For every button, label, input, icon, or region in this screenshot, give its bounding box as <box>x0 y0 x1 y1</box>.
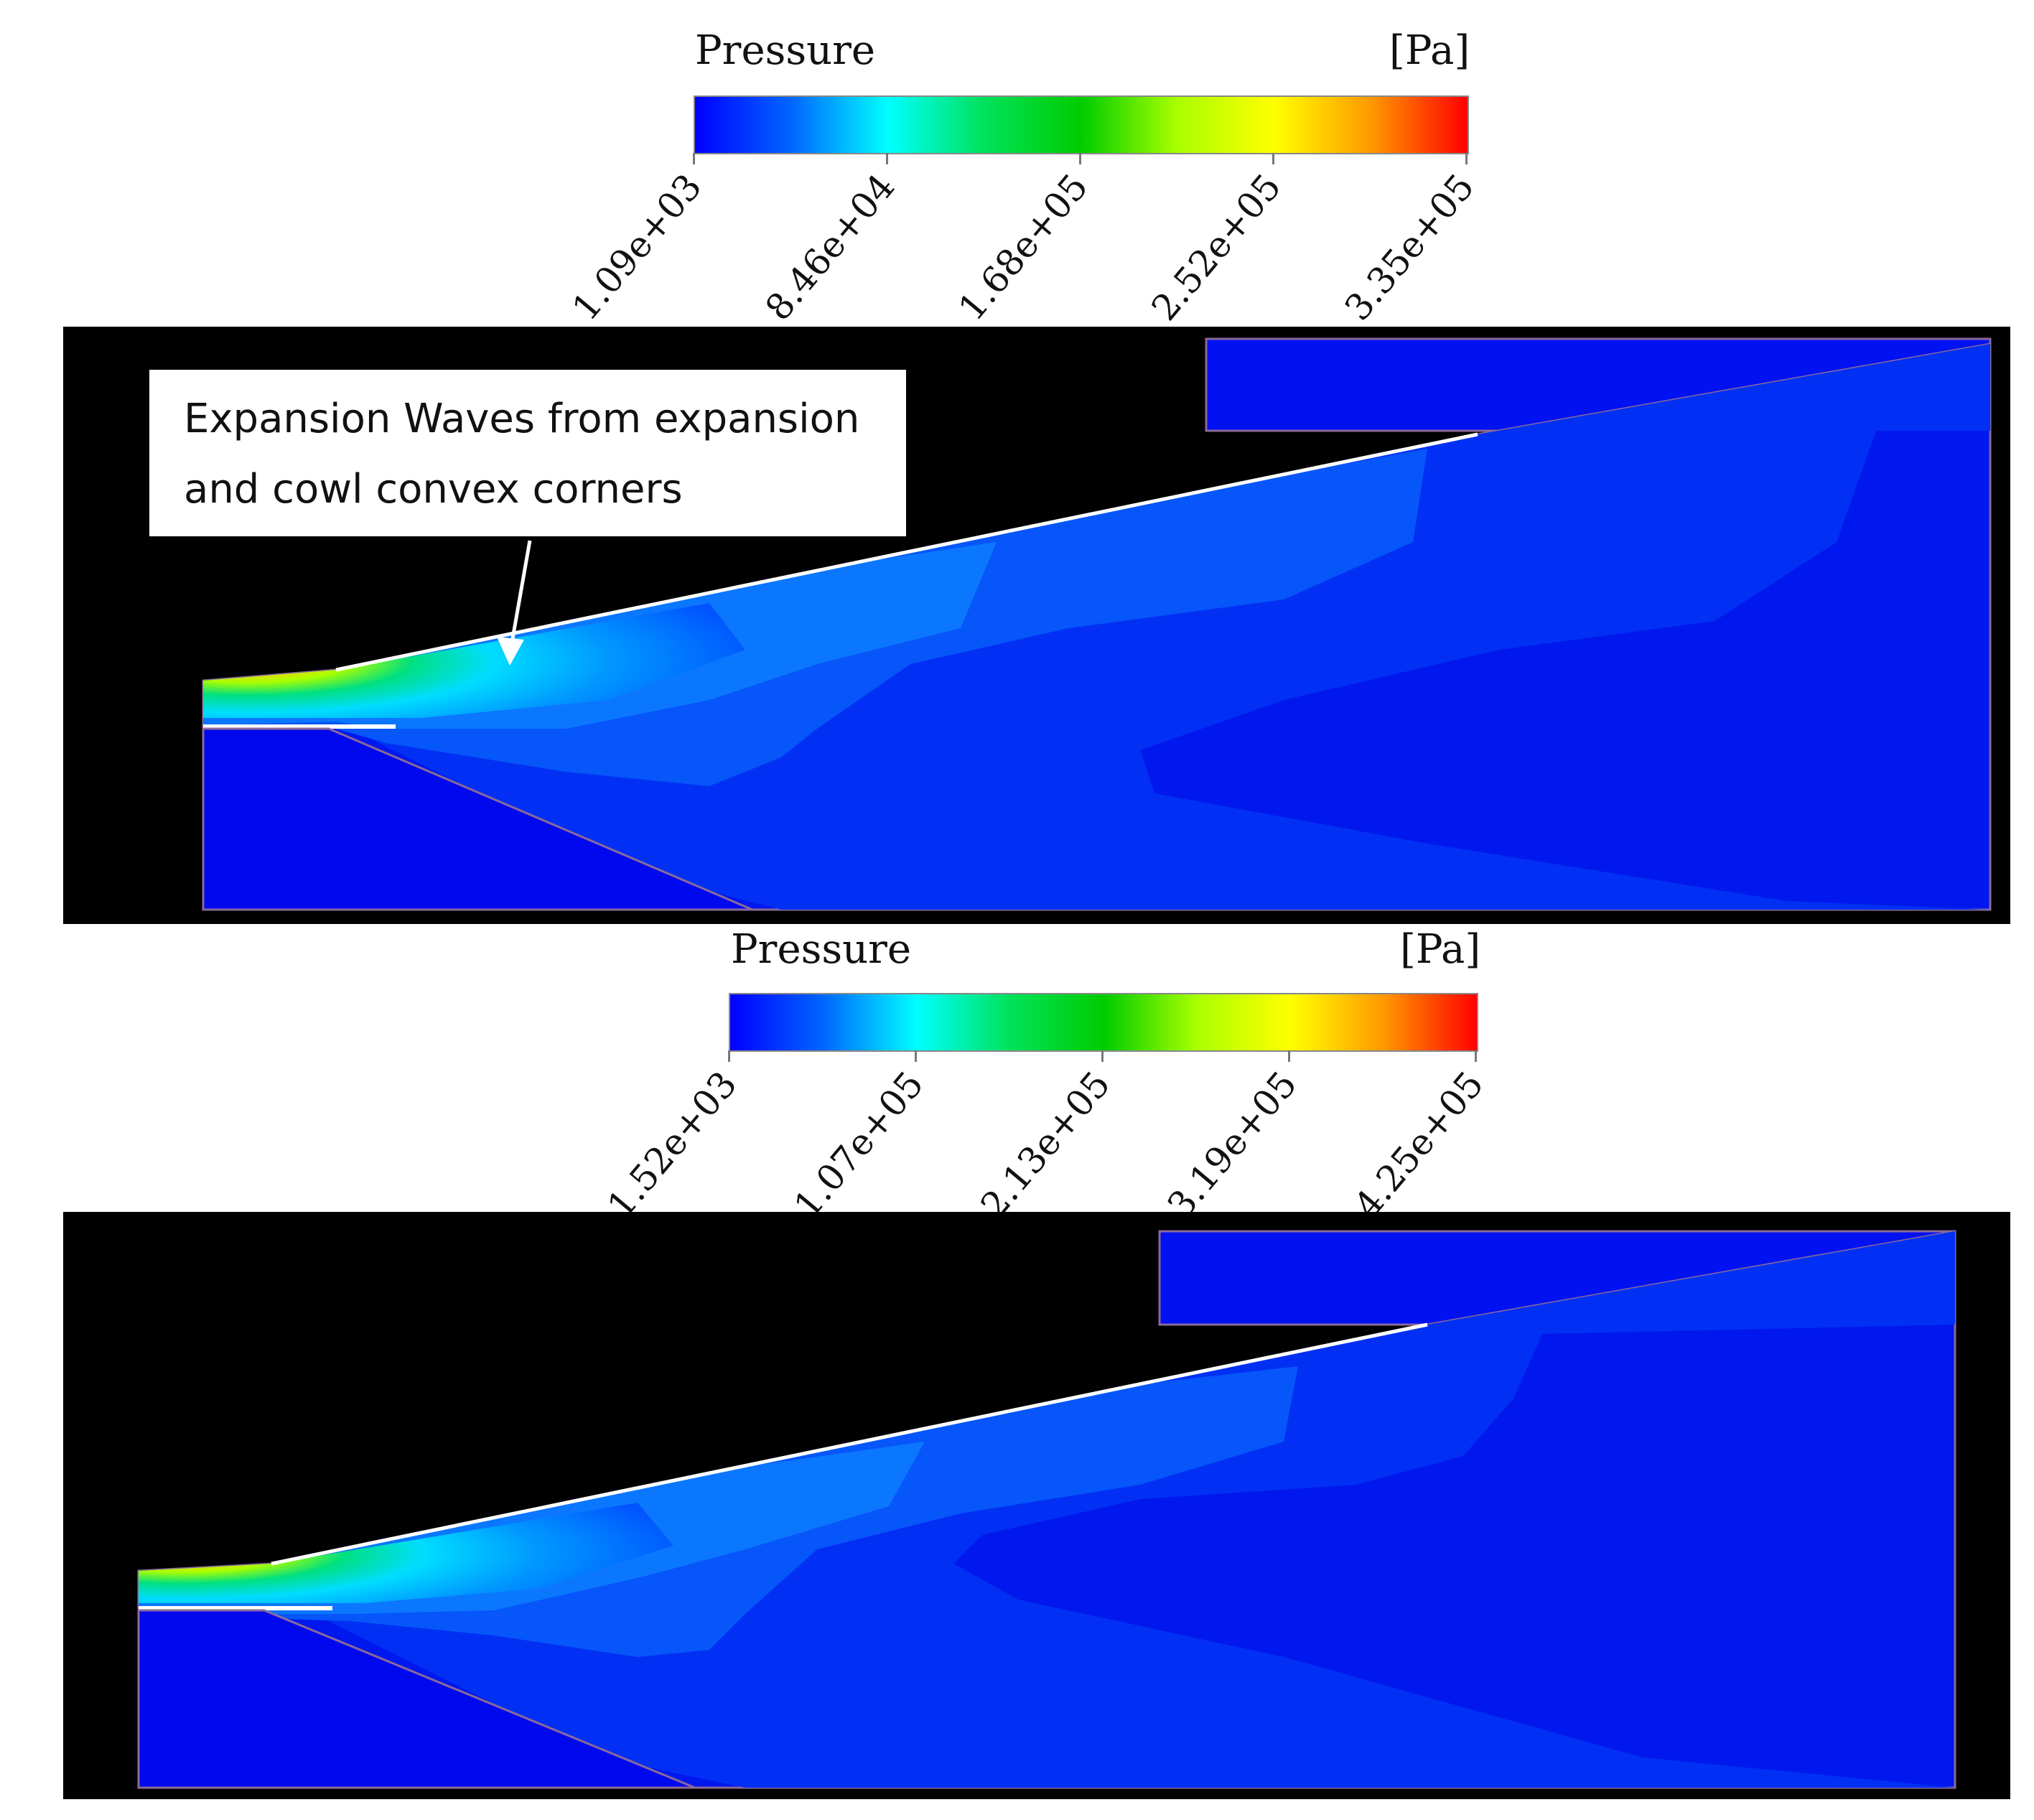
arrow-head-1 <box>497 637 524 666</box>
legend-1-tick <box>693 153 695 164</box>
nozzle-wall-2 <box>139 1606 332 1610</box>
legend-1-tick-label: 3.35e+05 <box>1336 166 1483 329</box>
lower-block-1 <box>202 727 753 911</box>
lower-block-2 <box>137 1609 696 1789</box>
legend-2-tick-label: 1.07e+05 <box>785 1063 932 1226</box>
annotation-arrow-1 <box>510 540 532 643</box>
ramp-wall-2 <box>271 1322 1428 1566</box>
legend-2-tick-label: 3.19e+05 <box>1159 1063 1305 1226</box>
legend-2-title: Pressure <box>731 926 912 973</box>
legend-2-tick <box>1288 1050 1290 1062</box>
legend-2-tick <box>728 1050 730 1062</box>
legend-1-tick <box>886 153 888 164</box>
legend-1-tick <box>1272 153 1274 164</box>
legend-1-tick-label: 2.52e+05 <box>1143 166 1289 329</box>
annotation-line-2: and cowl convex corners <box>184 466 683 513</box>
contour-panel-1: Expansion Waves from expansion and cowl … <box>63 327 2010 924</box>
legend-1-unit: [Pa] <box>1389 27 1470 74</box>
plume-core-1 <box>203 603 745 718</box>
contour-panel-2 <box>63 1212 2010 1799</box>
legend-2-tick-label: 2.13e+05 <box>972 1063 1119 1226</box>
legend-1-tick <box>1465 153 1468 164</box>
legend-2-tick-label: 1.52e+03 <box>599 1063 745 1226</box>
legend-2-tick <box>1475 1050 1477 1062</box>
annotation-callout-1: Expansion Waves from expansion and cowl … <box>149 370 906 536</box>
nozzle-wall-1 <box>203 724 396 729</box>
legend-1-tick-label: 8.46e+04 <box>757 166 903 329</box>
legend-1-tick-label: 1.09e+03 <box>564 166 710 329</box>
legend-2-tick <box>1101 1050 1104 1062</box>
legend-2-colorbar <box>729 993 1478 1052</box>
legend-1-tick-label: 1.68e+05 <box>950 166 1096 329</box>
legend-2-tick <box>915 1050 917 1062</box>
legend-2-tick-label: 4.25e+05 <box>1345 1063 1492 1226</box>
pressure-contour-1 <box>202 337 1992 911</box>
annotation-line-1: Expansion Waves from expansion <box>184 396 860 442</box>
pressure-contour-2 <box>137 1230 1956 1789</box>
legend-1-title: Pressure <box>695 27 876 74</box>
legend-1-tick <box>1079 153 1081 164</box>
legend-2-unit: [Pa] <box>1400 926 1481 973</box>
ramp-wall-1 <box>335 432 1478 672</box>
legend-1-colorbar <box>694 95 1469 154</box>
plume-core-2 <box>139 1503 673 1603</box>
